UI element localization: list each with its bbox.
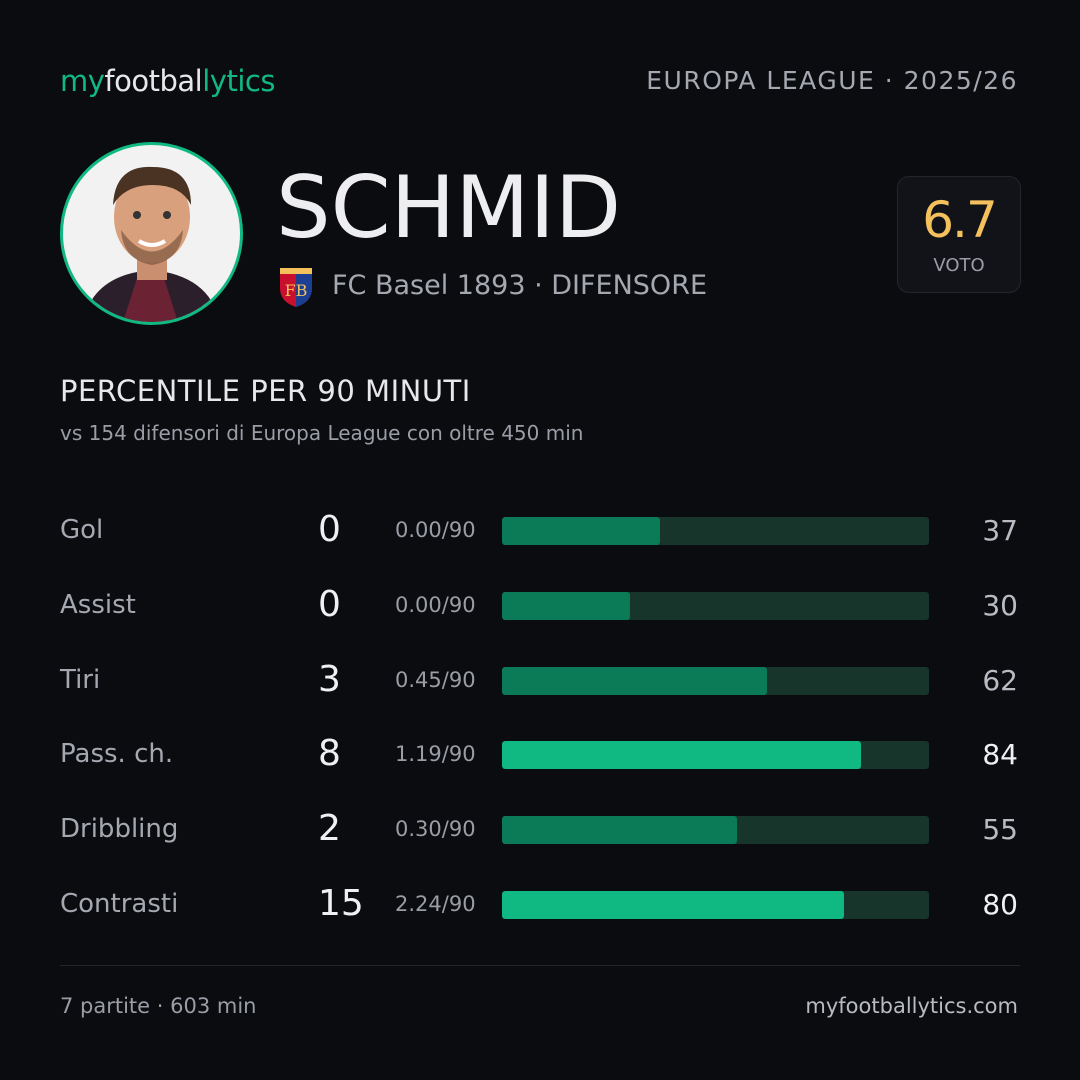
logo-part: my [60,64,105,98]
section-title: PERCENTILE PER 90 MINUTI [60,374,471,408]
stat-label: Assist [60,589,136,620]
stat-percentile: 80 [982,888,1018,921]
stat-label: Pass. ch. [60,739,174,770]
club-role: FC Basel 1893 · DIFENSORE [332,270,708,301]
bar-track [502,517,929,545]
stat-per90: 0.30/90 [395,817,476,842]
stat-percentile: 37 [982,514,1018,547]
divider [60,965,1020,966]
percentile-bar [502,591,631,620]
stat-per90: 0.00/90 [395,592,476,617]
percentile-bar [502,741,861,770]
bar-track [502,591,929,620]
stat-per90: 2.24/90 [395,892,476,916]
rating-box: 6.7 VOTO [897,176,1021,293]
bar-track [502,891,929,919]
stat-total: 3 [318,658,341,700]
footer-site: myfootballytics.com [805,994,1018,1018]
club-crest: FB [280,268,312,307]
logo-part: footbal [104,64,203,98]
stat-total: 0 [318,583,341,625]
stat-percentile: 62 [982,663,1018,697]
stat-label: Tiri [60,664,101,695]
bar-track [502,666,929,695]
stat-total: 8 [318,733,341,775]
player-name: SCHMID [276,158,622,258]
stat-per90: 1.19/90 [395,742,476,767]
bar-track [502,816,929,845]
stat-label: Dribbling [60,814,179,845]
stat-per90: 0.00/90 [395,518,476,542]
svg-text:FB: FB [285,281,308,300]
player-photo [60,142,243,325]
footer-summary: 7 partite · 603 min [60,994,257,1018]
rating-label: VOTO [933,255,985,276]
photo-art [83,166,220,322]
percentile-bar [502,891,844,919]
stat-total: 2 [318,808,341,850]
percentile-bar [502,517,660,545]
stat-percentile: 30 [982,588,1018,622]
section-subtitle: vs 154 difensori di Europa League con ol… [60,421,584,445]
stat-percentile: 55 [982,813,1018,847]
competition: EUROPA LEAGUE · 2025/26 [646,66,1018,95]
rating: 6.7 [922,191,998,249]
stat-total: 0 [318,509,341,550]
bar-track [502,741,929,770]
logo: myfootballytics [60,64,275,98]
stat-percentile: 84 [982,738,1018,772]
percentile-bar [502,816,737,845]
logo-part: lytics [202,64,275,98]
stat-label: Gol [60,515,104,545]
percentile-bar [502,666,767,695]
stat-label: Contrasti [60,889,179,919]
stat-total: 15 [318,883,364,924]
stat-per90: 0.45/90 [395,667,476,692]
